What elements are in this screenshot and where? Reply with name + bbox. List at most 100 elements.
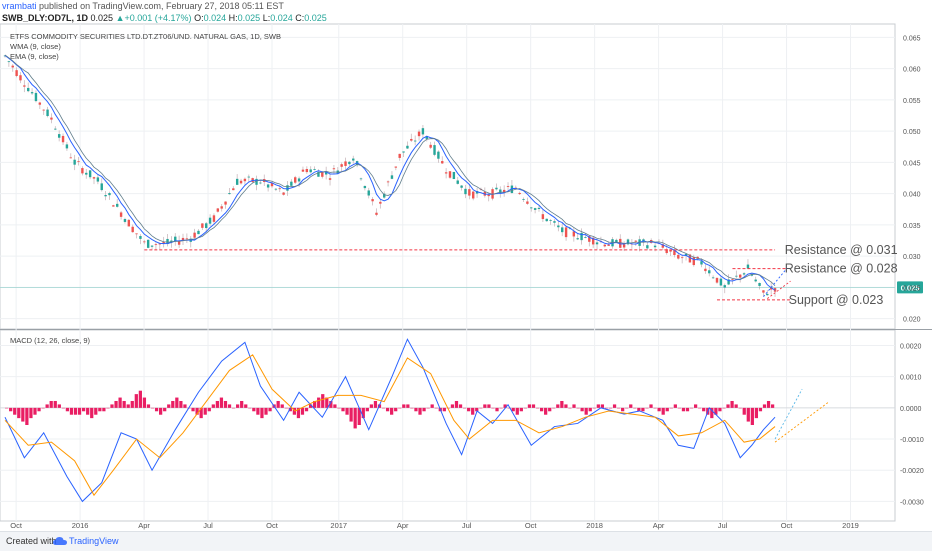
x-tick-label: Jul — [203, 521, 213, 530]
price-layer: Resistance @ 0.031 Resistance @ 0.028 Supp… — [0, 54, 923, 307]
price-tick-label: 0.035 — [903, 223, 921, 230]
tradingview-brand[interactable]: TradingView — [69, 536, 119, 546]
histogram-bar — [244, 404, 248, 408]
candle-body — [274, 188, 278, 190]
candle-body — [313, 169, 316, 170]
candle-body — [692, 257, 695, 266]
histogram-bar — [742, 407, 746, 415]
symbol-label: SWB_DLY:OD7L, 1D — [2, 13, 89, 23]
candle-body — [309, 169, 312, 173]
histogram-bar — [231, 407, 236, 409]
histogram-bar — [511, 407, 515, 412]
candle-body — [735, 275, 738, 277]
x-tick-label: Apr — [397, 521, 409, 530]
candle-body — [452, 171, 456, 180]
candle-body — [162, 242, 165, 244]
histogram-bar — [73, 407, 78, 415]
candle-body — [27, 87, 30, 92]
histogram-bar — [612, 404, 617, 408]
candle-body — [174, 236, 177, 242]
histogram-bar — [53, 400, 57, 408]
histogram-bar — [390, 407, 394, 415]
histogram-bar — [564, 404, 568, 408]
candle-body — [278, 188, 281, 190]
candle-body — [92, 177, 96, 179]
histogram-bar — [268, 407, 272, 412]
histogram-bar — [110, 404, 114, 408]
candle-body — [61, 135, 65, 143]
histogram-bar — [394, 407, 398, 412]
candle-body — [406, 145, 409, 149]
candle-body — [383, 193, 386, 198]
macd-tick-label: -0.0030 — [900, 499, 924, 506]
histogram-bar — [321, 394, 325, 408]
candle-body — [81, 168, 84, 174]
histogram-bar — [531, 404, 536, 408]
histogram-bar — [450, 404, 455, 408]
histogram-bar — [621, 407, 625, 412]
histogram-bar — [349, 407, 353, 422]
candle-body — [54, 128, 57, 130]
candle-body — [580, 232, 583, 241]
candle-body — [715, 277, 719, 283]
histogram-bar — [560, 400, 564, 408]
histogram-bar — [608, 407, 613, 409]
histogram-bar — [179, 400, 183, 408]
histogram-bar — [596, 404, 600, 408]
candle-body — [7, 61, 11, 63]
histogram-bar — [122, 400, 126, 408]
histogram-bar — [365, 407, 369, 412]
x-tick-label: Oct — [266, 521, 279, 530]
histogram-bar — [150, 407, 155, 409]
histogram-bar — [317, 397, 321, 408]
candle-body — [379, 201, 382, 204]
histogram-bar — [138, 390, 142, 408]
histogram-bar — [29, 407, 33, 419]
x-tick-label: 2016 — [72, 521, 89, 530]
histogram-bar — [677, 407, 682, 409]
histogram-bar — [515, 407, 519, 415]
histogram-bar — [446, 407, 451, 409]
histogram-bar — [21, 407, 25, 422]
price-pane-title: ETFS COMMODITY SECURITIES LTD.DT.ZT06/UN… — [10, 32, 281, 41]
author-link[interactable]: vrambati — [2, 1, 37, 11]
candle-body — [700, 261, 703, 265]
candle-body — [197, 230, 200, 235]
axis-layer: Oct 2016 Apr Jul Oct 2017 Apr Jul Oct 2018 Apr Jul O… — [10, 35, 924, 530]
histogram-bar — [199, 407, 203, 419]
candle-body — [224, 201, 227, 205]
candle-body — [584, 237, 587, 238]
histogram-bar — [102, 407, 106, 412]
candle-body — [410, 138, 413, 141]
x-tick-label: Oct — [525, 521, 538, 530]
histogram-bar — [556, 404, 560, 408]
macd-tick-label: -0.0010 — [900, 437, 924, 444]
histogram-bar — [507, 407, 511, 409]
candle-body — [112, 205, 115, 207]
price-and-macd-chart[interactable]: Resistance @ 0.031 Resistance @ 0.028 Supp… — [0, 0, 932, 531]
histogram-bar — [106, 407, 110, 409]
candle-body — [754, 279, 757, 282]
candle-body — [762, 290, 765, 293]
histogram-bar — [223, 400, 228, 408]
candle-body — [561, 227, 564, 233]
candle-body — [472, 191, 475, 199]
histogram-bar — [154, 407, 159, 412]
candle-body — [108, 193, 111, 196]
x-tick-label: 2018 — [586, 521, 603, 530]
histogram-bar — [588, 407, 592, 412]
candle-body — [177, 241, 181, 245]
candle-body — [499, 189, 502, 194]
candle-body — [603, 244, 606, 247]
candle-body — [708, 270, 711, 274]
histogram-bar — [629, 404, 633, 408]
candle-body — [533, 208, 537, 210]
candle-body — [688, 254, 692, 263]
histogram-bar — [227, 404, 232, 408]
candle-body — [669, 249, 672, 252]
candle-body — [766, 293, 769, 296]
histogram-bar — [134, 394, 138, 408]
histogram-bar — [414, 407, 418, 412]
candle-body — [294, 177, 297, 183]
histogram-bar — [82, 407, 86, 412]
